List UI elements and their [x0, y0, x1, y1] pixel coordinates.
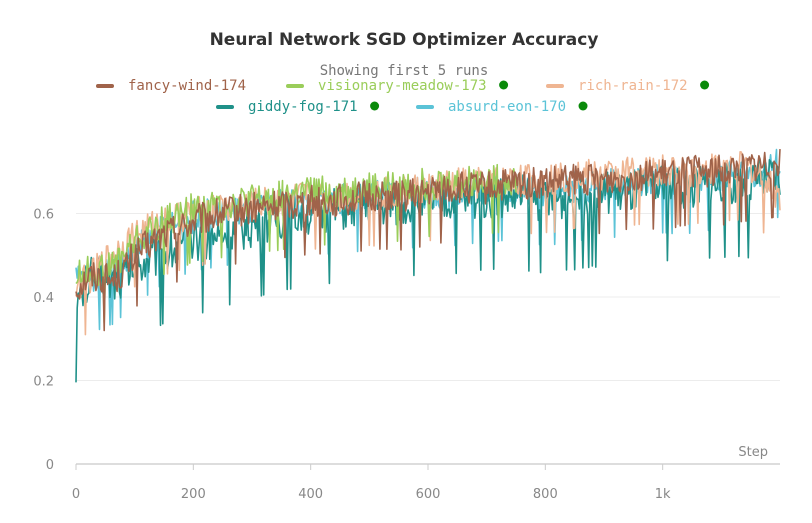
- legend-item[interactable]: fancy-wind-174: [96, 78, 246, 94]
- x-axis-label: Step: [738, 445, 768, 460]
- legend-item[interactable]: rich-rain-172: [546, 78, 710, 94]
- x-tick-label: 1k: [655, 487, 671, 502]
- legend-status-dot: [499, 80, 509, 90]
- legend-status-dot: [578, 101, 588, 111]
- legend-label: fancy-wind-174: [128, 78, 246, 94]
- legend-item[interactable]: absurd-eon-170: [416, 99, 588, 115]
- legend-label: visionary-meadow-173: [318, 78, 487, 94]
- y-tick-label: 0.2: [33, 375, 54, 390]
- y-tick-label: 0.6: [33, 208, 54, 223]
- x-tick-label: 0: [72, 487, 80, 502]
- series-lines: [75, 148, 781, 383]
- series-line: [75, 149, 781, 332]
- legend-label: absurd-eon-170: [448, 99, 566, 115]
- chart-subtitle: Showing first 5 runs: [320, 63, 489, 79]
- chart-title: Neural Network SGD Optimizer Accuracy: [210, 30, 599, 50]
- legend: fancy-wind-174 visionary-meadow-173 rich-r…: [96, 78, 710, 115]
- x-tick-label: 800: [533, 487, 558, 502]
- axes: 0 200 400 600 800 1k: [72, 463, 780, 502]
- y-tick-label: 0.4: [33, 291, 54, 306]
- legend-status-dot: [370, 101, 380, 111]
- legend-status-dot: [700, 80, 710, 90]
- legend-item[interactable]: visionary-meadow-173: [286, 78, 509, 94]
- x-tick-label: 400: [298, 487, 323, 502]
- legend-item[interactable]: giddy-fog-171: [216, 99, 380, 115]
- x-tick-label: 200: [181, 487, 206, 502]
- x-tick-label: 600: [416, 487, 441, 502]
- legend-label: rich-rain-172: [578, 78, 688, 94]
- y-tick-label: 0: [46, 458, 54, 473]
- legend-label: giddy-fog-171: [248, 99, 358, 115]
